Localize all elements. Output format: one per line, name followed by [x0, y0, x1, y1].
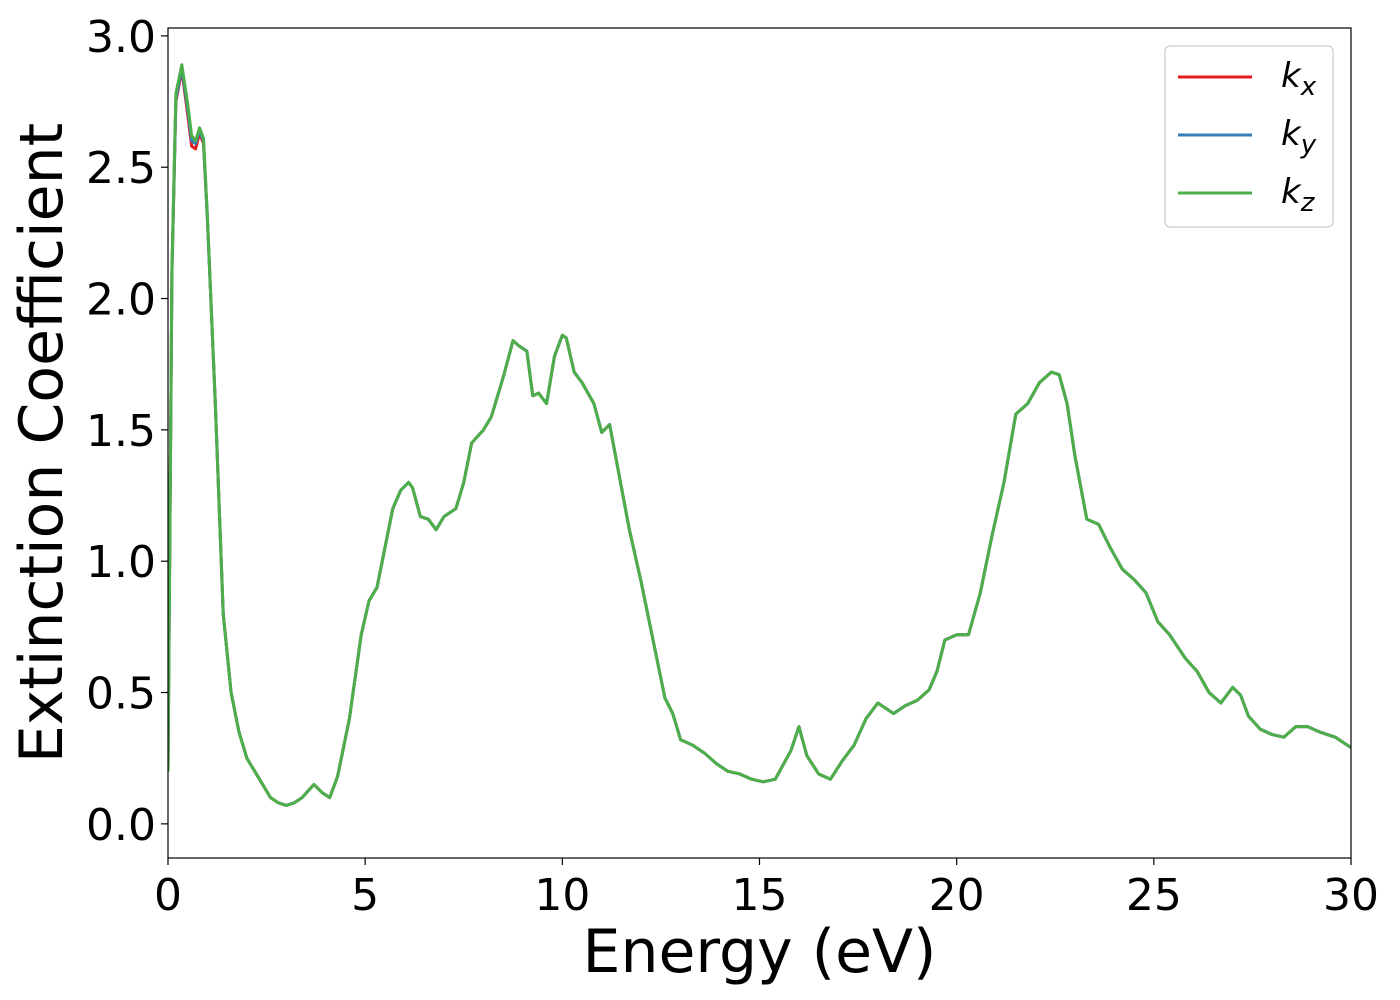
x-tick-label: 10: [534, 870, 590, 921]
x-tick-label: 0: [154, 870, 182, 921]
y-tick-label: 1.5: [86, 406, 156, 457]
y-axis-ticks: 0.0 0.5 1.0 1.5 2.0 2.5 3.0: [86, 12, 168, 851]
plot-series-group: [168, 63, 1351, 807]
x-axis-ticks: 0 5 10 15 20 25 30: [154, 858, 1379, 921]
x-axis-title: Energy (eV): [583, 917, 937, 987]
x-tick-label: 30: [1323, 870, 1379, 921]
y-tick-label: 0.0: [86, 800, 156, 851]
legend-label-k-x: kx: [1281, 56, 1317, 102]
y-tick-label: 0.5: [86, 669, 156, 720]
y-tick-label: 2.5: [86, 143, 156, 194]
y-tick-label: 3.0: [86, 12, 156, 63]
legend-label-k-z: kz: [1281, 172, 1316, 218]
x-tick-label: 5: [351, 870, 379, 921]
legend: kx ky kz: [1164, 45, 1334, 228]
series-line-k-z: [168, 63, 1351, 807]
legend-label-k-y: ky: [1281, 114, 1317, 160]
y-axis-title: Extinction Coefficient: [7, 123, 77, 763]
y-tick-label: 2.0: [86, 275, 156, 326]
y-tick-label: 1.0: [86, 537, 156, 588]
x-tick-label: 20: [929, 870, 985, 921]
x-tick-label: 25: [1126, 870, 1182, 921]
x-tick-label: 15: [732, 870, 788, 921]
